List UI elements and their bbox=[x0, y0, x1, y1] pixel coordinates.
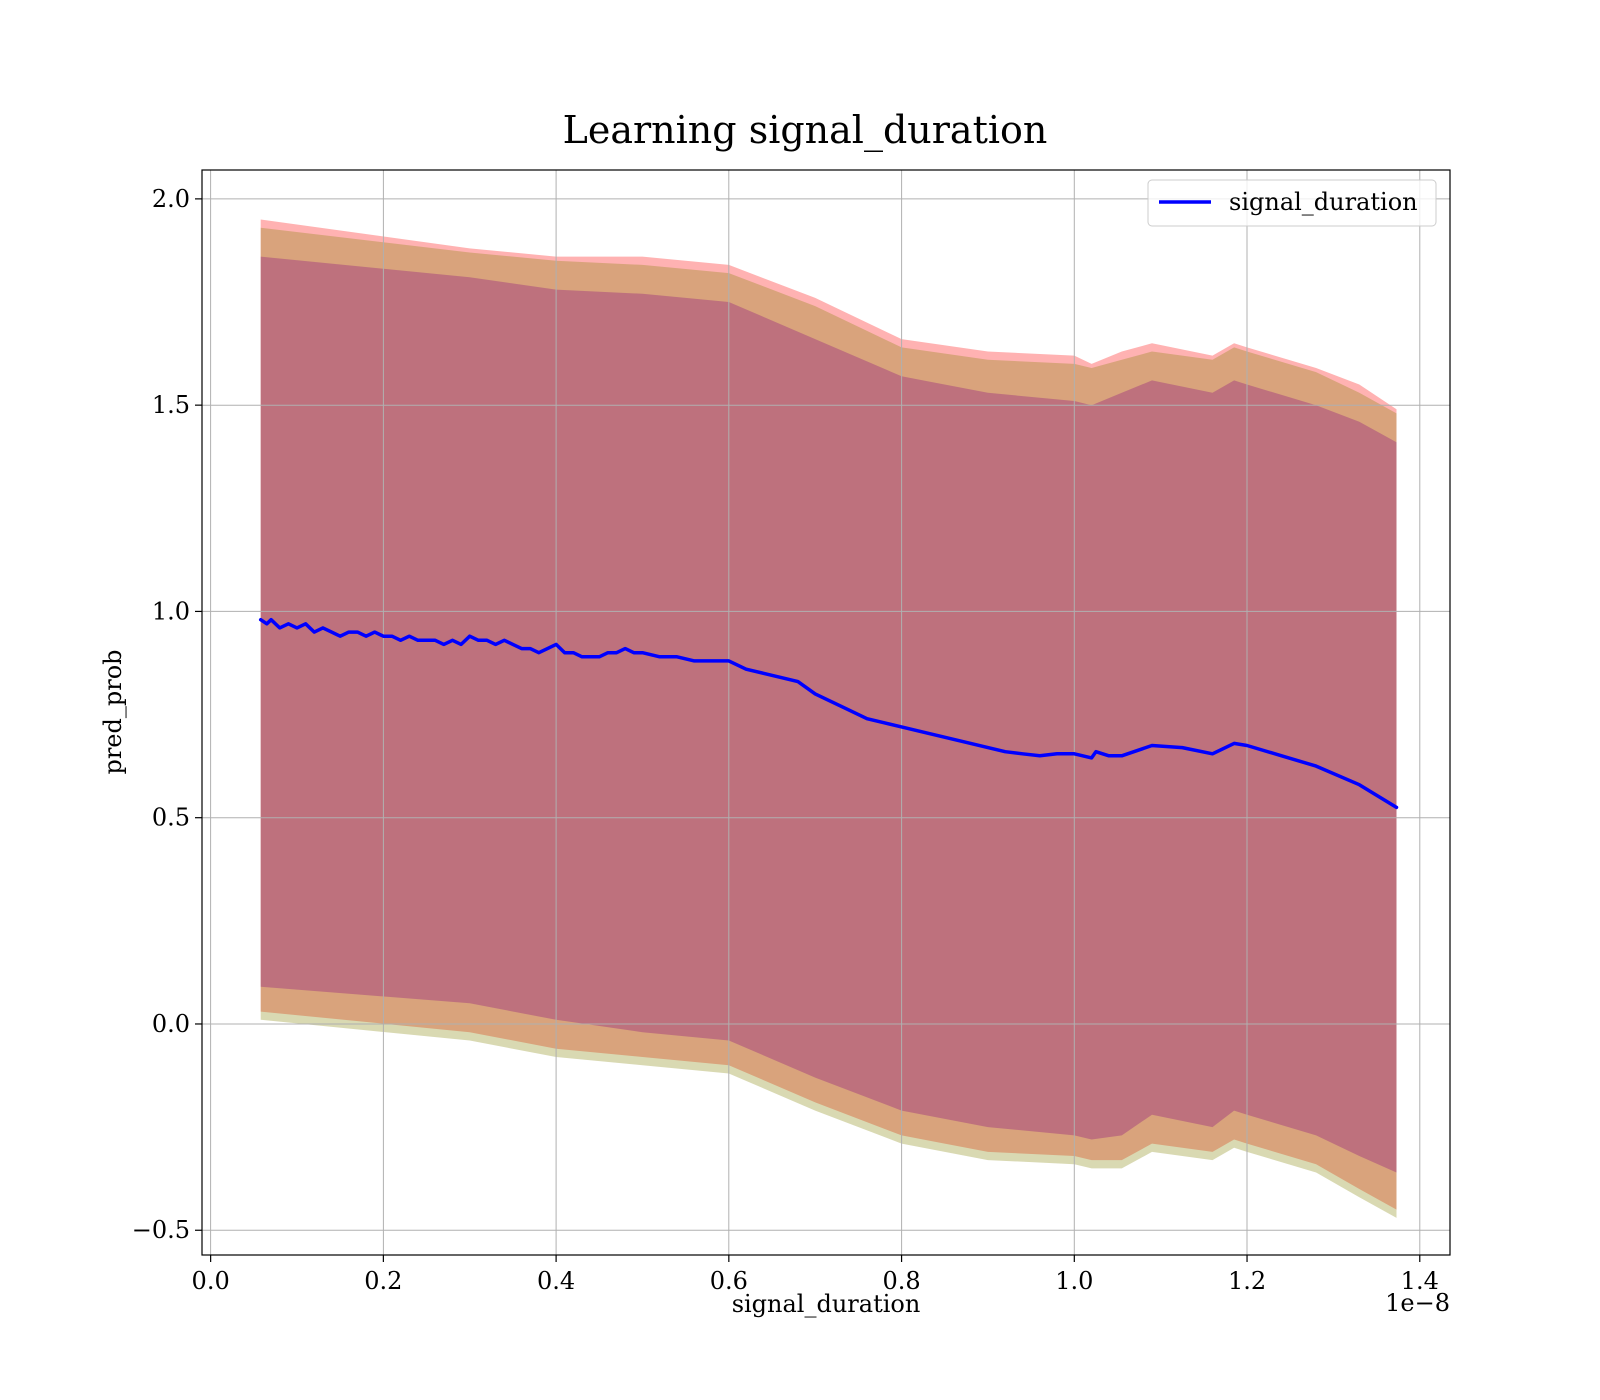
y-axis-ticks: −0.5 0.0 0.5 1.0 1.5 2.0 bbox=[132, 185, 202, 1244]
confidence-band-3 bbox=[260, 256, 1397, 1173]
x-tick-label: 0.6 bbox=[710, 1267, 748, 1295]
x-tick-label: 0.0 bbox=[192, 1267, 230, 1295]
y-tick-label: 0.0 bbox=[152, 1010, 190, 1038]
x-tick-label: 0.4 bbox=[537, 1267, 575, 1295]
chart-title: Learning signal_duration bbox=[563, 108, 1048, 153]
y-axis-label: pred_prob bbox=[99, 649, 127, 774]
legend: signal_duration bbox=[1147, 179, 1437, 227]
x-axis-offset-label: 1e−8 bbox=[1385, 1289, 1450, 1317]
x-tick-label: 1.0 bbox=[1055, 1267, 1093, 1295]
series-lines bbox=[258, 617, 1399, 810]
y-tick-label: 2.0 bbox=[152, 185, 190, 213]
y-tick-label: −0.5 bbox=[132, 1216, 190, 1244]
confidence-bands bbox=[260, 219, 1397, 1218]
y-tick-label: 0.5 bbox=[152, 804, 190, 832]
confidence-band-1 bbox=[260, 219, 1397, 1210]
x-axis-label: signal_duration bbox=[732, 1290, 921, 1318]
x-tick-label: 0.8 bbox=[882, 1267, 920, 1295]
y-tick-label: 1.0 bbox=[152, 597, 190, 625]
legend-label: signal_duration bbox=[1229, 188, 1418, 216]
y-tick-label: 1.5 bbox=[152, 391, 190, 419]
confidence-band-2 bbox=[260, 227, 1397, 1218]
grid bbox=[202, 170, 1450, 1255]
x-tick-label: 0.2 bbox=[364, 1267, 402, 1295]
x-axis-ticks: 0.0 0.2 0.4 0.6 0.8 1.0 1.2 1.4 bbox=[192, 1255, 1439, 1295]
series-line-1 bbox=[258, 617, 1399, 810]
x-tick-label: 1.2 bbox=[1228, 1267, 1266, 1295]
x-tick-label: 1.4 bbox=[1401, 1267, 1439, 1295]
legend-box bbox=[1147, 179, 1437, 227]
plot-frame bbox=[201, 169, 1451, 1256]
